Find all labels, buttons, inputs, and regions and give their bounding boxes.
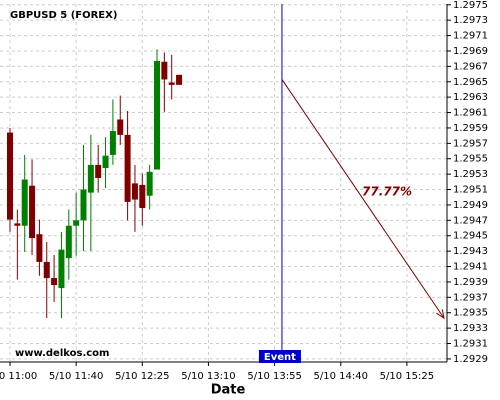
y-tick-label: 1.2945	[453, 231, 488, 242]
arrow-head	[436, 309, 445, 320]
y-tick-label: 1.2955	[453, 154, 488, 165]
y-tick-label: 1.2953	[453, 169, 488, 180]
y-tick-label: 1.2971	[453, 31, 488, 42]
y-tick-label: 1.2969	[453, 46, 488, 57]
candle-body	[51, 278, 58, 286]
y-tick-label: 1.2941	[453, 262, 488, 273]
x-tick-label: 5/10 11:40	[49, 371, 103, 382]
candle-body	[176, 74, 183, 85]
y-tick-label: 1.2949	[453, 200, 488, 211]
candle-body	[43, 261, 50, 279]
x-tick-label: 5/10 13:55	[247, 371, 301, 382]
y-tick-label: 1.2933	[453, 323, 488, 334]
y-tick-label: 1.2937	[453, 292, 488, 303]
candle-body	[124, 134, 131, 202]
y-tick-label: 1.2935	[453, 308, 488, 319]
candle-body	[102, 155, 109, 168]
candle-body	[139, 184, 146, 209]
candle-body	[29, 185, 36, 239]
candle-body	[36, 234, 43, 262]
candle-body	[109, 131, 116, 155]
candle-body	[87, 164, 94, 193]
candle-body	[95, 164, 102, 178]
candle-body	[168, 82, 175, 85]
candle-body	[117, 119, 124, 135]
y-tick-label: 1.2943	[453, 246, 488, 257]
x-tick-label: 5/10 12:25	[115, 371, 169, 382]
candle-body	[7, 132, 13, 220]
x-tick-label: 5/10 15:25	[380, 371, 434, 382]
y-tick-label: 1.2939	[453, 277, 488, 288]
y-tick-label: 1.2973	[453, 15, 488, 26]
y-tick-label: 1.2957	[453, 138, 488, 149]
y-tick-label: 1.2931	[453, 339, 488, 350]
x-tick-label: 5/10 14:40	[314, 371, 368, 382]
grid	[0, 4, 447, 362]
y-tick-label: 1.2975	[453, 0, 488, 11]
candle-body	[161, 61, 168, 80]
y-tick-label: 1.2951	[453, 185, 488, 196]
y-tick-label: 1.2963	[453, 92, 488, 103]
y-tick-label: 1.2929	[453, 354, 488, 365]
forecast-arrow	[281, 79, 445, 319]
x-axis-label: Date	[211, 383, 246, 398]
candle-body	[58, 249, 65, 289]
event-box	[258, 350, 301, 363]
marks	[7, 49, 183, 319]
chart-title: GBPUSD 5 (FOREX)	[10, 10, 117, 21]
candle-body	[131, 183, 138, 200]
candle-body	[80, 189, 87, 221]
y-tick-label: 1.2959	[453, 123, 488, 134]
y-tick-label: 1.2947	[453, 215, 488, 226]
candle-body	[154, 60, 160, 170]
candle-body	[65, 225, 72, 259]
y-tick-label: 1.2961	[453, 108, 488, 119]
candle-body	[14, 223, 21, 226]
x-tick-label: 5/10 13:10	[181, 371, 235, 382]
candle-body	[21, 179, 28, 226]
event-label: Event	[264, 352, 296, 363]
watermark: www.delkos.com	[15, 348, 109, 359]
forecast-label: 77.77%	[362, 185, 412, 199]
candle-body	[73, 220, 80, 226]
y-tick-label: 1.2965	[453, 77, 488, 88]
x-tick-label: 5/10 11:00	[0, 371, 37, 382]
y-tick-label: 1.2967	[453, 61, 488, 72]
candle-body	[146, 171, 153, 196]
